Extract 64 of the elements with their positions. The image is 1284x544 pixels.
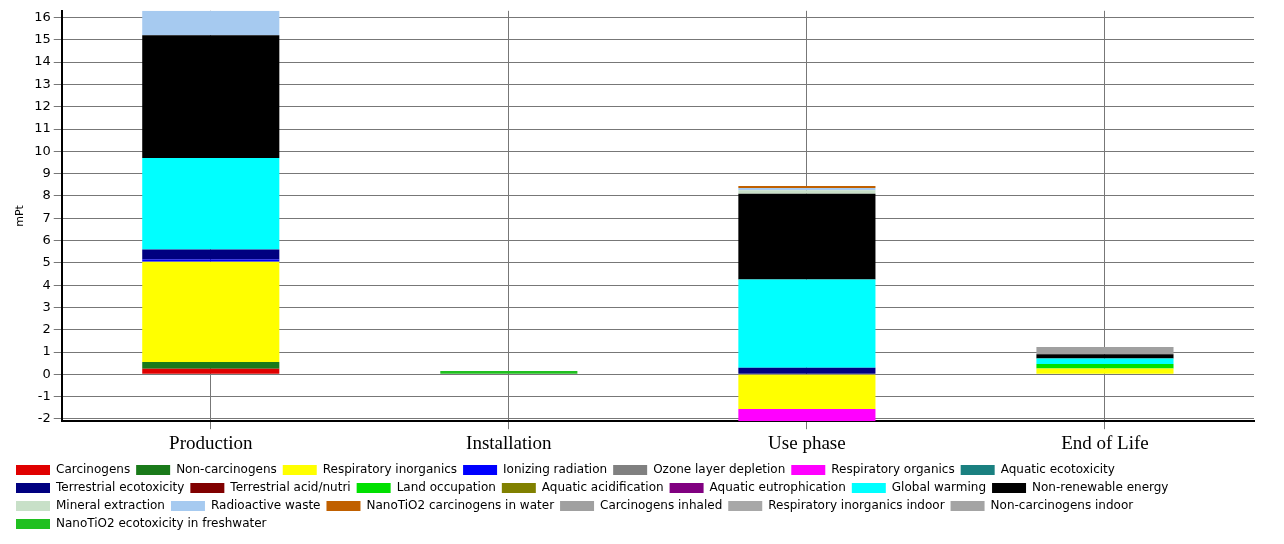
y-tick-label: 4 [42, 276, 51, 292]
legend-label: Ionizing radiation [503, 462, 608, 477]
y-tick-label: 6 [42, 231, 51, 247]
bar [142, 249, 280, 260]
legend-label: Global warming [891, 480, 987, 495]
legend-label: Carcinogens [56, 462, 131, 477]
legend-label: Aquatic ecotoxicity [1000, 462, 1115, 477]
y-tick-label: -1 [37, 388, 51, 404]
y-tick-label: -2 [37, 410, 51, 426]
x-tick-label: Use phase [768, 431, 846, 453]
legend-label: NanoTiO2 ecotoxicity in freshwater [56, 516, 267, 531]
bar [738, 408, 876, 422]
bar [142, 368, 280, 374]
bar [738, 374, 876, 409]
bar [1036, 364, 1174, 369]
y-tick-label: 12 [34, 98, 51, 114]
y-tick-label: 10 [34, 142, 51, 158]
legend-label: Respiratory organics [831, 462, 955, 477]
legend-label: NanoTiO2 carcinogens in water [366, 498, 555, 513]
y-tick-label: 8 [42, 187, 51, 203]
bar [142, 35, 280, 159]
bar [738, 279, 876, 368]
x-tick-label: Production [169, 431, 253, 453]
bar [142, 158, 280, 250]
legend-label: Non-carcinogens [176, 462, 277, 477]
y-tick-label: 16 [34, 8, 51, 24]
y-tick-label: 3 [42, 298, 51, 314]
legend-label: Carcinogens inhaled [600, 498, 723, 513]
legend-label: Radioactive waste [210, 498, 321, 513]
y-tick-label: 11 [34, 120, 51, 136]
bar [738, 193, 876, 280]
legend-label: Non-carcinogens indoor [990, 498, 1134, 513]
legend-label: Aquatic eutrophication [709, 480, 846, 495]
y-tick-label: 7 [42, 209, 51, 225]
bar [1036, 368, 1174, 374]
bar [142, 261, 280, 363]
legend-label: Mineral extraction [56, 498, 165, 513]
bar [1036, 346, 1174, 355]
legend-label: Respiratory inorganics indoor [768, 498, 945, 513]
y-axis-title: mPt [13, 204, 27, 227]
x-tick-label: End of Life [1061, 431, 1149, 453]
y-tick-label: 9 [42, 165, 51, 180]
bar [738, 367, 876, 374]
y-tick-label: 13 [34, 75, 51, 91]
legend-label: Non-renewable energy [1032, 480, 1169, 495]
bar [142, 362, 280, 369]
legend-label: Respiratory inorganics [322, 462, 458, 477]
bar [440, 371, 578, 374]
legend-label: Terrestrial acid/nutri [229, 480, 351, 495]
y-tick-label: 0 [42, 365, 51, 381]
x-tick-label: Installation [466, 431, 553, 453]
bar [1036, 354, 1174, 359]
y-tick-label: 15 [34, 31, 51, 47]
y-tick-label: 5 [42, 254, 51, 270]
y-tick-label: 14 [34, 53, 51, 69]
y-tick-label: 1 [42, 343, 51, 359]
legend-label: Ozone layer depletion [653, 462, 786, 477]
legend-label: Aquatic acidification [541, 480, 664, 495]
bar [1036, 358, 1174, 365]
legend-label: Terrestrial ecotoxicity [55, 480, 185, 495]
legend-label: Land occupation [396, 480, 496, 495]
bar [142, 259, 280, 262]
bar [142, 10, 280, 36]
y-tick-label: 2 [42, 321, 51, 337]
